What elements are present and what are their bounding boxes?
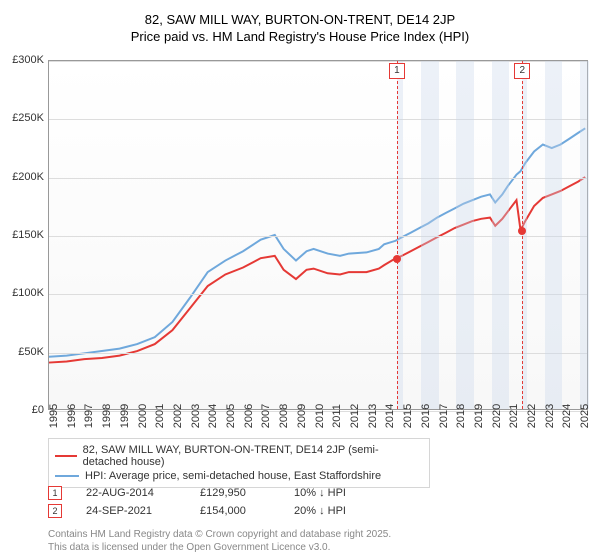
plot-area: 12 (48, 60, 588, 410)
legend-swatch-property (55, 455, 77, 457)
y-tick-label: £150K (0, 229, 44, 241)
y-tick-label: £300K (0, 54, 44, 66)
transaction-marker: 2 (514, 63, 530, 79)
transaction-table: 1 22-AUG-2014 £129,950 10% ↓ HPI 2 24-SE… (48, 486, 384, 522)
transaction-price: £129,950 (200, 487, 270, 499)
chart-title: 82, SAW MILL WAY, BURTON-ON-TRENT, DE14 … (0, 0, 600, 27)
legend: 82, SAW MILL WAY, BURTON-ON-TRENT, DE14 … (48, 438, 430, 488)
y-tick-label: £250K (0, 112, 44, 124)
transaction-date: 24-SEP-2021 (86, 505, 176, 517)
transaction-diff: 20% ↓ HPI (294, 505, 384, 517)
footer-line: This data is licensed under the Open Gov… (48, 541, 391, 554)
legend-swatch-hpi (55, 475, 79, 477)
transaction-marker-icon: 1 (48, 486, 62, 500)
y-tick-label: £200K (0, 171, 44, 183)
legend-label-hpi: HPI: Average price, semi-detached house,… (85, 470, 381, 482)
transaction-marker-icon: 2 (48, 504, 62, 518)
shade-band (545, 61, 563, 409)
legend-item-hpi: HPI: Average price, semi-detached house,… (55, 469, 423, 483)
transaction-price: £154,000 (200, 505, 270, 517)
chart-container: 82, SAW MILL WAY, BURTON-ON-TRENT, DE14 … (0, 0, 600, 560)
footer-line: Contains HM Land Registry data © Crown c… (48, 528, 391, 541)
footer-attribution: Contains HM Land Registry data © Crown c… (48, 528, 391, 554)
transaction-dot (393, 255, 401, 263)
y-tick-label: £0 (0, 404, 44, 416)
table-row: 1 22-AUG-2014 £129,950 10% ↓ HPI (48, 486, 384, 500)
transaction-dot (518, 227, 526, 235)
x-tick-label: 2025 (579, 404, 600, 428)
legend-item-property: 82, SAW MILL WAY, BURTON-ON-TRENT, DE14 … (55, 443, 423, 469)
shade-band (421, 61, 439, 409)
table-row: 2 24-SEP-2021 £154,000 20% ↓ HPI (48, 504, 384, 518)
transaction-line (397, 61, 398, 409)
transaction-date: 22-AUG-2014 (86, 487, 176, 499)
chart-subtitle: Price paid vs. HM Land Registry's House … (0, 27, 600, 44)
y-tick-label: £50K (0, 346, 44, 358)
shade-band (492, 61, 510, 409)
shade-band (580, 61, 589, 409)
y-tick-label: £100K (0, 287, 44, 299)
shade-band (456, 61, 474, 409)
transaction-diff: 10% ↓ HPI (294, 487, 384, 499)
legend-label-property: 82, SAW MILL WAY, BURTON-ON-TRENT, DE14 … (83, 444, 423, 468)
transaction-marker: 1 (389, 63, 405, 79)
